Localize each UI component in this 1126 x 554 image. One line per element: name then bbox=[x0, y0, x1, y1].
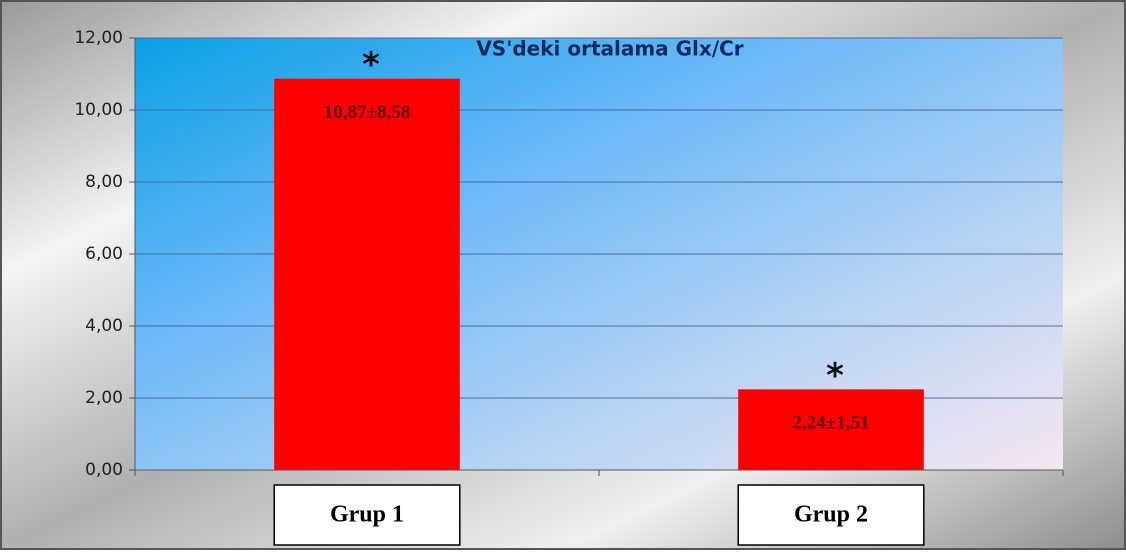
annotation: * bbox=[362, 45, 380, 85]
value-label: 10,87±8,58 bbox=[324, 102, 410, 123]
bar bbox=[274, 78, 460, 471]
y-tick-label: 12,00 bbox=[74, 28, 123, 48]
y-tick-label: 4,00 bbox=[85, 316, 123, 336]
y-tick-label: 2,00 bbox=[85, 388, 123, 408]
chart-title: VS'deki ortalama Glx/Cr bbox=[476, 37, 743, 61]
x-tick-label: Grup 1 bbox=[330, 502, 404, 528]
category-box bbox=[273, 484, 461, 546]
annotation: * bbox=[826, 356, 844, 396]
bar bbox=[738, 389, 924, 470]
y-tick-label: 0,00 bbox=[85, 460, 123, 480]
y-tick-label: 8,00 bbox=[85, 172, 123, 192]
y-tick-label: 10,00 bbox=[74, 100, 123, 120]
category-box bbox=[737, 484, 925, 546]
x-tick-label: Grup 2 bbox=[794, 502, 868, 528]
value-label: 2,24±1,51 bbox=[793, 413, 870, 434]
y-tick-label: 6,00 bbox=[85, 244, 123, 264]
